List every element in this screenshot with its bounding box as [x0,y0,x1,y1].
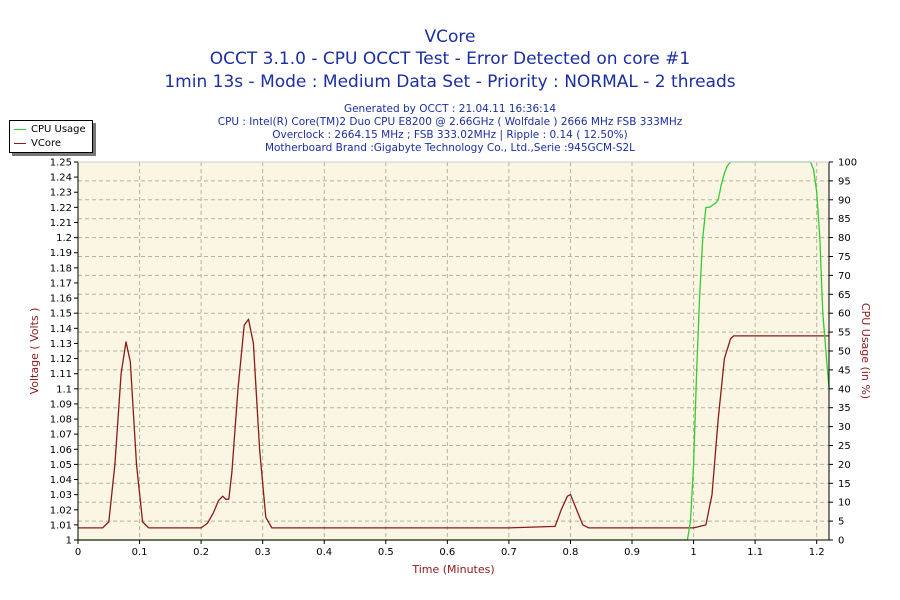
cpu-usage-line [78,161,830,541]
legend-item-cpu-usage: CPU Usage [14,123,86,136]
y2-tick-label: 55 [838,328,851,339]
series-lines [78,161,830,541]
x-tick-label: 1 [690,547,696,558]
x-tick-label: 0.1 [132,547,148,558]
y-tick-label: 1.04 [50,475,72,486]
cpu-info: CPU : Intel(R) Core(TM)2 Duo CPU E8200 @… [217,116,683,128]
x-tick-label: 0.4 [316,547,332,558]
y-tick-label: 1.17 [50,278,72,289]
x-tick-label: 0.6 [439,547,455,558]
y-tick-label: 1.24 [50,173,72,184]
vcore-line [78,318,829,529]
x-tick-label: 1.2 [809,547,825,558]
tick-labels: 0 0.1 0.2 0.3 0.4 0.5 0.6 0.7 0.8 0.9 1 1.1 1.211.01… [50,158,857,559]
y-tick-label: 1.25 [50,158,72,169]
motherboard-info: Motherboard Brand :Gigabyte Technology C… [264,142,636,154]
chart-title: VCore [424,27,476,47]
x-tick-label: 0.9 [624,547,640,558]
y2-tick-label: 10 [838,498,851,509]
y-tick-label: 1.06 [50,445,72,456]
y2-tick-label: 25 [838,441,851,452]
y2-tick-label: 75 [838,252,851,263]
test-description: OCCT 3.1.0 - CPU OCCT Test - Error Detec… [209,49,691,69]
legend-label-vcore: VCore [31,138,61,149]
overclock-info: Overclock : 2664.15 MHz ; FSB 333.02MHz … [272,129,628,141]
y-tick-label: 1.15 [50,309,72,320]
y-tick-label: 1.1 [56,384,72,395]
y2-tick-label: 45 [838,365,851,376]
y-tick-label: 1 [66,536,72,547]
y-tick-label: 1.11 [50,369,72,380]
x-tick-label: 0.2 [193,547,209,558]
y-axis-title: Voltage ( Volts ) [28,308,41,395]
y2-tick-label: 50 [838,347,851,358]
generated-info: Generated by OCCT : 21.04.11 16:36:14 [343,103,557,115]
y-tick-label: 1.01 [50,520,72,531]
legend-item-vcore: VCore [14,137,61,150]
y-tick-label: 1.19 [50,248,72,259]
y-tick-label: 1.2 [56,233,72,244]
axes [74,161,833,544]
y2-tick-label: 100 [838,158,857,169]
y-tick-label: 1.14 [50,324,72,335]
y-tick-label: 1.08 [50,415,72,426]
y-tick-label: 1.09 [50,399,72,410]
y2-tick-label: 5 [838,517,844,528]
x-axis-title: Time (Minutes) [411,563,494,576]
y2-tick-label: 15 [838,479,851,490]
y2-tick-label: 40 [838,384,851,395]
y2-tick-label: 20 [838,460,851,471]
y2-tick-label: 90 [838,195,851,206]
x-tick-label: 0.3 [255,547,271,558]
y-tick-label: 1.03 [50,490,72,501]
cpu-usage-swatch [14,129,26,130]
y-tick-label: 1.16 [50,294,72,305]
y-tick-label: 1.21 [50,218,72,229]
x-tick-label: 0 [75,547,81,558]
x-tick-label: 0.5 [378,547,394,558]
y2-axis-title: CPU Usage (in %) [859,303,872,399]
y2-tick-label: 60 [838,309,851,320]
x-tick-label: 1.1 [747,547,763,558]
y2-tick-label: 85 [838,214,851,225]
y2-tick-label: 30 [838,422,851,433]
y2-tick-label: 80 [838,233,851,244]
y2-tick-label: 0 [838,536,844,547]
test-mode: 1min 13s - Mode : Medium Data Set - Prio… [164,72,736,92]
y-tick-label: 1.18 [50,263,72,274]
y2-tick-label: 95 [838,176,851,187]
grid-lines [78,162,829,540]
y2-tick-label: 35 [838,403,851,414]
legend-label-cpu-usage: CPU Usage [31,124,86,135]
y2-tick-label: 70 [838,271,851,282]
legend: CPU Usage VCore [9,120,93,153]
y-tick-label: 1.12 [50,354,72,365]
y-tick-label: 1.05 [50,460,72,471]
y-tick-label: 1.02 [50,505,72,516]
x-tick-label: 0.8 [563,547,579,558]
y-tick-label: 1.13 [50,339,72,350]
x-tick-label: 0.7 [501,547,517,558]
y-tick-label: 1.07 [50,430,72,441]
y-tick-label: 1.22 [50,203,72,214]
y-tick-label: 1.23 [50,188,72,199]
y2-tick-label: 65 [838,290,851,301]
vcore-swatch [14,143,26,144]
